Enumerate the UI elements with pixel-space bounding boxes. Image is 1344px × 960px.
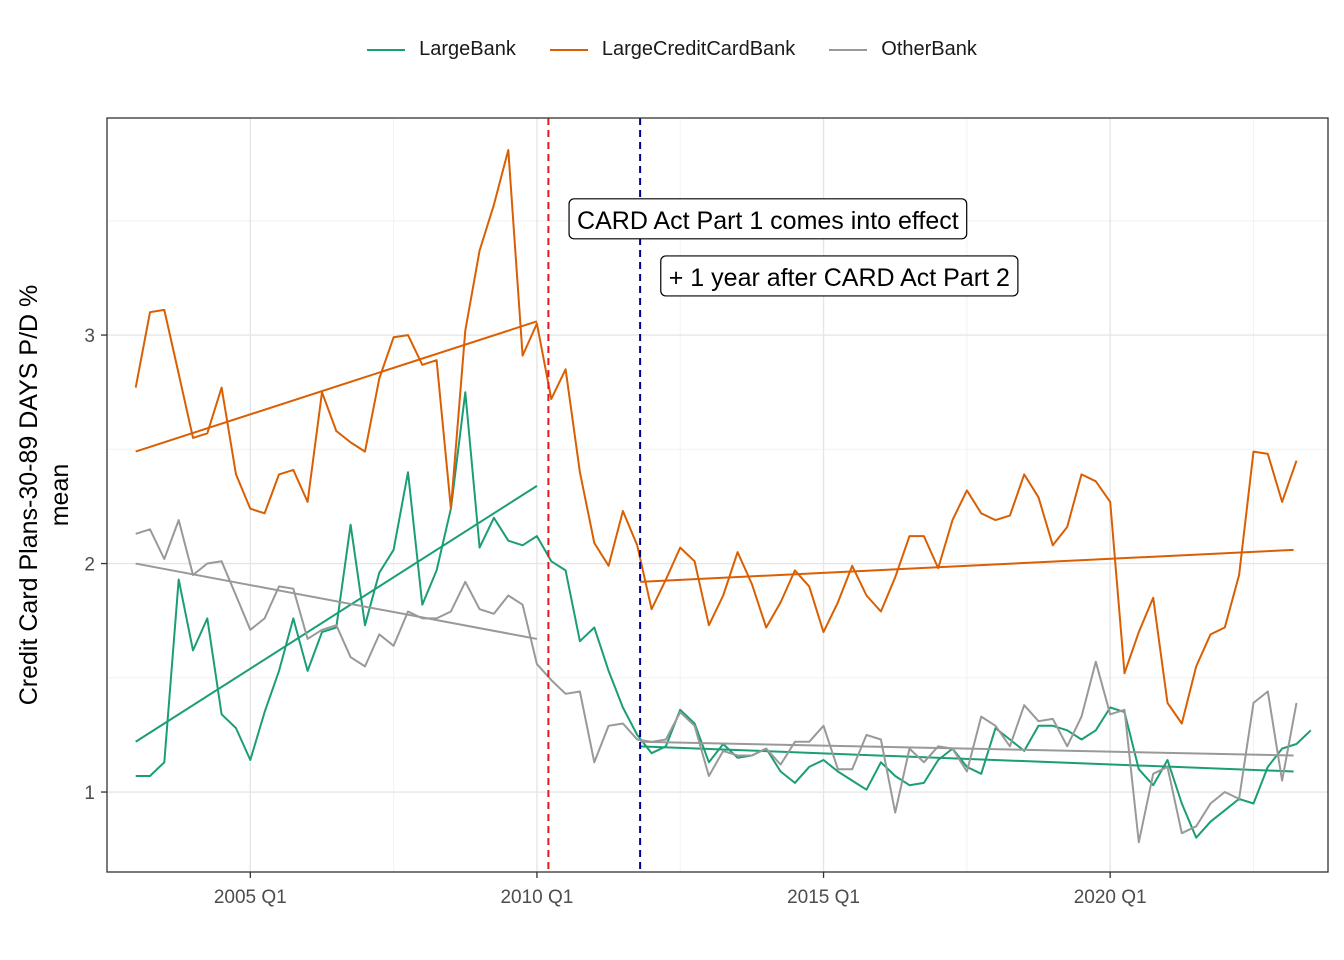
annotation-text: + 1 year after CARD Act Part 2	[669, 264, 1010, 292]
legend-key-largebank	[367, 48, 406, 51]
annotation-box	[660, 255, 1019, 297]
series-layer	[134, 149, 1312, 844]
annotation-layer: CARD Act Part 1 comes into effect + 1 yea…	[568, 198, 1019, 297]
x-tick-label: 2020 Q1	[1074, 887, 1147, 908]
legend-label-largecreditcardbank: LargeCreditCardBank	[601, 38, 796, 60]
legend: LargeBank LargeCreditCardBank OtherBank	[0, 38, 1344, 61]
trend-line-otherbank-1	[135, 562, 538, 640]
legend-label-largebank: LargeBank	[419, 38, 516, 60]
y-tick-label: 1	[84, 783, 95, 804]
trend-line-largebank-1	[135, 485, 538, 743]
annotation-1: CARD Act Part 1 comes into effect	[568, 198, 968, 240]
series-line-largebank	[135, 391, 1312, 839]
annotation-2: + 1 year after CARD Act Part 2	[660, 255, 1019, 297]
y-tick-label: 2	[84, 555, 95, 576]
legend-key-largecreditcardbank	[549, 48, 588, 51]
series-line-largecreditcardbank	[134, 149, 1298, 725]
series-line-otherbank	[135, 519, 1298, 844]
x-tick-label: 2015 Q1	[787, 887, 860, 908]
trend-line-otherbank-2	[640, 740, 1294, 757]
trend-line-largecreditcardbank-2	[640, 548, 1294, 583]
legend-label-otherbank: OtherBank	[881, 38, 977, 60]
x-tick-label: 2010 Q1	[500, 887, 573, 908]
x-tick-label: 2005 Q1	[214, 887, 287, 908]
vline-layer	[547, 118, 642, 872]
legend-item-largecreditcardbank: LargeCreditCardBank	[549, 38, 796, 61]
y-axis-title: Credit Card Plans-30-89 DAYS P/D %	[15, 285, 43, 706]
y-axis-title-line2: mean	[46, 464, 74, 527]
legend-item-largebank: LargeBank	[367, 38, 516, 61]
trend-line-largebank-2	[640, 745, 1294, 773]
axis-layer: 2005 Q1 2010 Q1 2015 Q1 2020 Q1 1 2 3	[84, 326, 1146, 908]
y-tick-label: 3	[84, 326, 95, 347]
trend-line-largecreditcardbank-1	[135, 320, 538, 453]
annotation-text: CARD Act Part 1 comes into effect	[577, 207, 959, 235]
annotation-box	[568, 198, 968, 240]
legend-key-otherbank	[829, 48, 868, 51]
plot-border	[106, 117, 1329, 873]
legend-item-otherbank: OtherBank	[829, 38, 977, 61]
